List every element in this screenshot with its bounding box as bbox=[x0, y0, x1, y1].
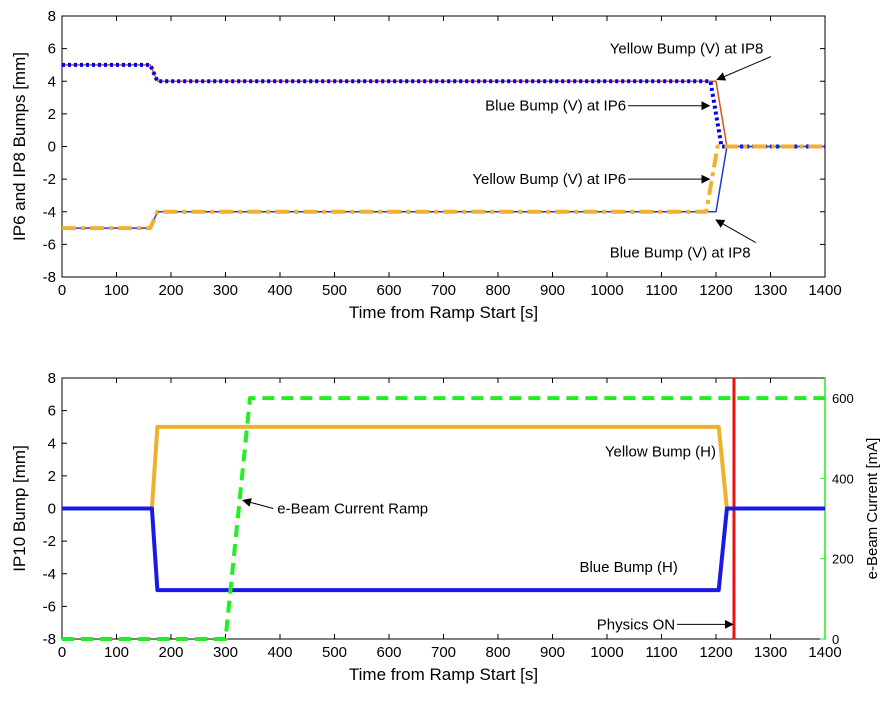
x-tick-label: 500 bbox=[322, 644, 347, 661]
y-tick-label: 6 bbox=[48, 403, 56, 420]
x-tick-label: 800 bbox=[485, 644, 510, 661]
y-tick-label: 2 bbox=[48, 468, 56, 485]
x-tick-label: 900 bbox=[540, 644, 565, 661]
y-tick-label: -8 bbox=[43, 631, 56, 648]
x-tick-label: 200 bbox=[158, 644, 183, 661]
x-tick-label: 1400 bbox=[808, 282, 841, 299]
series-line-2 bbox=[62, 396, 825, 641]
x-tick-label: 400 bbox=[267, 282, 292, 299]
y-tick-label: -2 bbox=[43, 533, 56, 550]
x-tick-label: 1200 bbox=[699, 644, 732, 661]
y-tick-label: 0 bbox=[48, 139, 56, 156]
x-tick-label: 1000 bbox=[590, 282, 623, 299]
x-tick-label: 700 bbox=[431, 282, 456, 299]
series-line-0 bbox=[62, 424, 825, 511]
y-tick-label: 4 bbox=[48, 73, 56, 90]
right-tick-label: 200 bbox=[832, 552, 854, 567]
annotation-label: Physics ON bbox=[597, 616, 675, 633]
x-tick-label: 400 bbox=[267, 644, 292, 661]
x-axis-label: Time from Ramp Start [s] bbox=[349, 665, 538, 684]
x-tick-label: 800 bbox=[485, 282, 510, 299]
x-tick-label: 1200 bbox=[699, 282, 732, 299]
right-tick-label: 600 bbox=[832, 391, 854, 406]
x-tick-label: 200 bbox=[158, 282, 183, 299]
annotation-label: Yellow Bump (V) at IP6 bbox=[472, 171, 626, 188]
x-tick-label: 0 bbox=[58, 282, 66, 299]
annotation-arrow bbox=[715, 219, 756, 243]
annotation-label: e-Beam Current Ramp bbox=[277, 501, 428, 518]
x-tick-label: 1000 bbox=[590, 644, 623, 661]
y-axis-label: IP10 Bump [mm] bbox=[10, 445, 29, 572]
x-tick-label: 600 bbox=[376, 644, 401, 661]
x-tick-label: 300 bbox=[213, 644, 238, 661]
x-tick-label: 1300 bbox=[754, 282, 787, 299]
y-tick-label: -8 bbox=[43, 269, 56, 286]
annotation-arrow bbox=[242, 498, 274, 509]
series-label: Yellow Bump (H) bbox=[605, 443, 716, 460]
top-chart: 0 100 200 300 400 500 600 700 800 900 1000 1100 1200… bbox=[10, 8, 842, 322]
y-tick-label: 0 bbox=[48, 501, 56, 518]
x-tick-label: 100 bbox=[104, 282, 129, 299]
x-tick-label: 1100 bbox=[645, 282, 677, 299]
series-line-0 bbox=[62, 64, 825, 148]
annotation-arrow bbox=[716, 56, 772, 81]
x-tick-label: 1300 bbox=[754, 644, 787, 661]
series-line-1 bbox=[62, 506, 825, 593]
series-line-3 bbox=[62, 144, 825, 231]
series-line-1 bbox=[62, 62, 825, 149]
x-tick-label: 0 bbox=[58, 644, 66, 661]
x-tick-label: 600 bbox=[376, 282, 401, 299]
y-tick-label: -6 bbox=[43, 236, 56, 253]
x-tick-label: 700 bbox=[431, 644, 456, 661]
y-tick-label: -2 bbox=[43, 171, 56, 188]
annotation-label: Yellow Bump (V) at IP8 bbox=[610, 41, 764, 58]
bottom-chart: 0 100 200 300 400 500 600 700 800 900 1000 1100 1200… bbox=[10, 370, 881, 684]
annotation-label: Blue Bump (V) at IP8 bbox=[610, 245, 751, 262]
right-tick-label: 0 bbox=[832, 632, 839, 647]
y-tick-label: 4 bbox=[48, 435, 56, 452]
y-tick-label: -4 bbox=[43, 566, 56, 583]
x-tick-label: 900 bbox=[540, 282, 565, 299]
y-tick-label: 6 bbox=[48, 41, 56, 58]
y-tick-label: 2 bbox=[48, 106, 56, 123]
y-tick-label: 8 bbox=[48, 8, 56, 25]
x-tick-label: 500 bbox=[322, 282, 347, 299]
x-tick-label: 100 bbox=[104, 644, 129, 661]
y-tick-label: -4 bbox=[43, 204, 56, 221]
annotation-label: Blue Bump (V) at IP6 bbox=[485, 98, 626, 115]
x-tick-label: 1100 bbox=[645, 644, 677, 661]
x-tick-label: 1400 bbox=[808, 644, 841, 661]
x-tick-label: 300 bbox=[213, 282, 238, 299]
series-label: Blue Bump (H) bbox=[579, 559, 677, 576]
y-axis-label: IP6 and IP8 Bumps [mm] bbox=[10, 52, 29, 241]
right-tick-label: 400 bbox=[832, 471, 854, 486]
right-axis-label: e-Beam Current [mA] bbox=[864, 438, 881, 580]
y-tick-label: -6 bbox=[43, 598, 56, 615]
y-tick-label: 8 bbox=[48, 370, 56, 387]
x-axis-label: Time from Ramp Start [s] bbox=[349, 303, 538, 322]
plot-frame bbox=[61, 377, 826, 640]
